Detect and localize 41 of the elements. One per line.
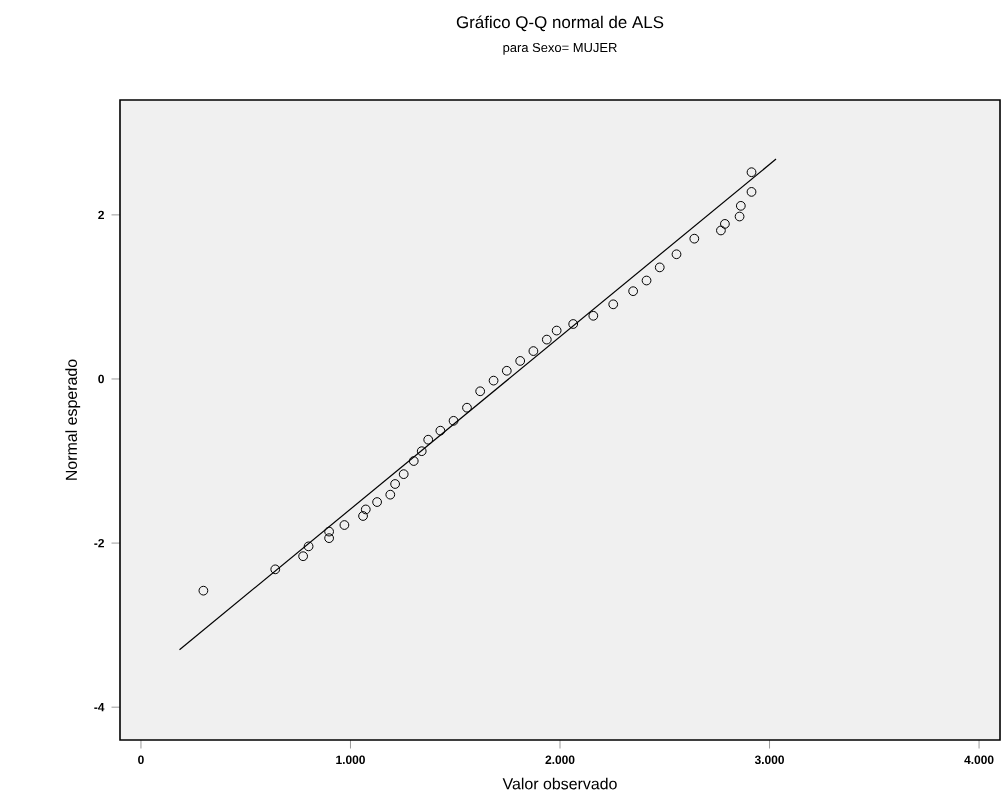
point xyxy=(488,375,499,386)
point xyxy=(720,219,730,229)
point xyxy=(435,425,446,436)
chart-title: Gráfico Q-Q normal de ALS xyxy=(456,15,664,32)
point xyxy=(360,504,371,515)
point xyxy=(628,286,639,297)
point xyxy=(568,319,579,329)
point xyxy=(654,262,665,273)
point xyxy=(462,402,472,413)
point xyxy=(734,211,745,222)
point xyxy=(385,489,396,500)
point xyxy=(390,479,400,489)
point xyxy=(324,526,334,537)
point xyxy=(423,434,434,445)
point xyxy=(528,346,539,356)
point xyxy=(735,200,746,211)
point xyxy=(448,415,459,426)
point xyxy=(641,275,652,286)
point xyxy=(198,585,209,596)
point xyxy=(372,497,382,507)
point xyxy=(408,456,419,466)
point xyxy=(339,520,350,530)
point xyxy=(689,233,700,244)
point xyxy=(515,356,526,366)
point xyxy=(716,225,726,236)
point xyxy=(298,551,309,562)
point xyxy=(746,167,757,178)
point xyxy=(501,365,512,376)
point xyxy=(608,299,619,310)
point xyxy=(746,187,757,197)
point xyxy=(551,325,562,336)
point xyxy=(475,386,486,397)
point xyxy=(303,541,314,552)
point xyxy=(588,310,599,321)
point xyxy=(270,564,281,575)
point xyxy=(671,249,682,260)
point xyxy=(398,469,409,480)
point xyxy=(541,334,552,345)
point xyxy=(324,533,334,544)
point xyxy=(416,446,427,457)
point xyxy=(358,511,368,521)
